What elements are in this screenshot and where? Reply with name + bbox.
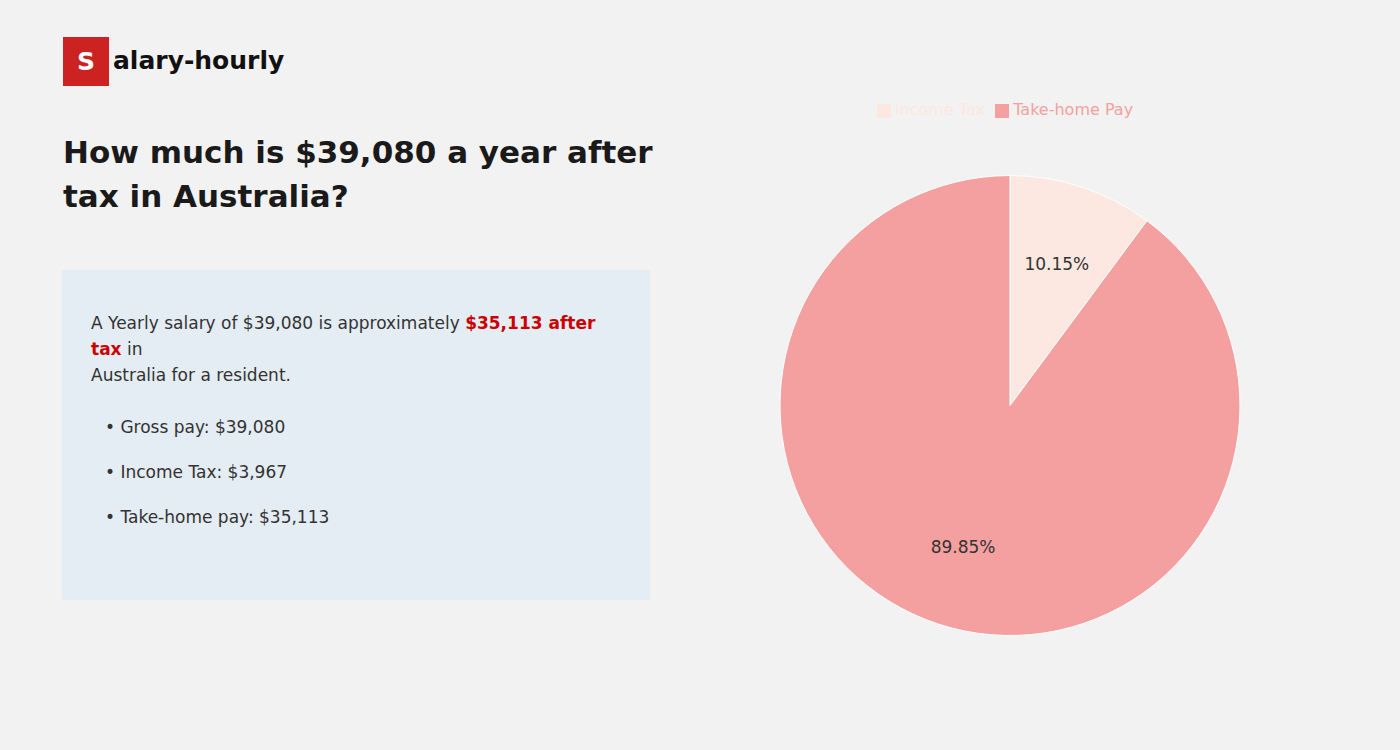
html-text:Income Tax: Income Tax (894, 100, 986, 119)
html-text:How much is $39,080 a year aft: How much is $39,080 a year after tax in … (63, 134, 653, 214)
svg-text:89.85%: 89.85% (931, 537, 996, 557)
html-text:S: S (77, 47, 95, 76)
html-text:Take-home Pay: Take-home Pay (1013, 100, 1134, 119)
html-text:• Gross pay: $39,080: • Gross pay: $39,080 (105, 417, 286, 437)
html-text:• Take-home pay: $35,113: • Take-home pay: $35,113 (105, 507, 330, 527)
html-text:A Yearly salary of $39,080 is: A Yearly salary of $39,080 is approximat… (91, 313, 596, 359)
svg-text:10.15%: 10.15% (1024, 254, 1089, 274)
html-text:Australia for a resident.: Australia for a resident. (91, 365, 291, 385)
html-text:alary-hourly: alary-hourly (113, 46, 285, 75)
html-text:• Income Tax: $3,967: • Income Tax: $3,967 (105, 462, 288, 482)
